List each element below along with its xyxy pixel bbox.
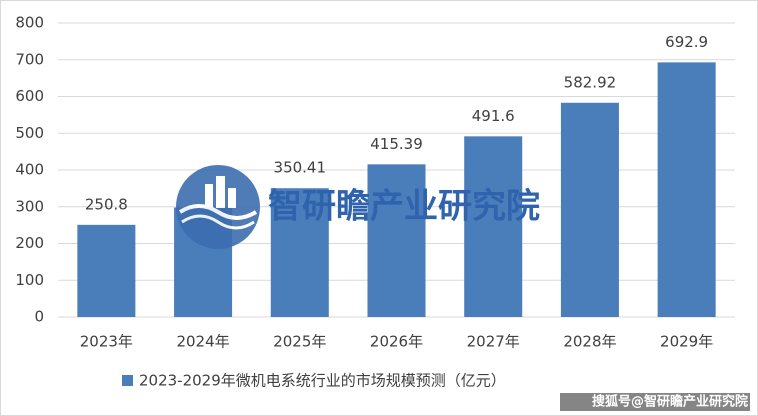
y-tick-label: 200: [15, 234, 44, 252]
value-label: 415.39: [370, 135, 423, 153]
x-tick-label: 2023年: [80, 333, 133, 351]
value-label: 582.92: [564, 73, 617, 91]
legend-swatch: [122, 375, 133, 386]
logo: [176, 165, 260, 249]
x-tick-label: 2024年: [176, 333, 229, 351]
watermark: 智研瞻产业研究院: [268, 187, 540, 227]
y-tick-label: 400: [15, 161, 44, 179]
bar: [367, 164, 426, 317]
x-tick-label: 2029年: [660, 333, 713, 351]
y-tick-label: 600: [15, 87, 44, 105]
x-tick-label: 2028年: [563, 333, 616, 351]
value-label: 692.9: [665, 33, 708, 51]
x-tick-label: 2026年: [370, 333, 423, 351]
x-tick-label: 2027年: [467, 333, 520, 351]
y-tick-label: 800: [15, 14, 44, 32]
bar: [560, 102, 619, 317]
y-tick-label: 100: [15, 271, 44, 289]
value-label: 250.8: [85, 195, 128, 213]
bar: [657, 62, 716, 317]
source-tag: 搜狐号@智研瞻产业研究院: [592, 394, 748, 410]
y-tick-label: 500: [15, 124, 44, 142]
value-label: 491.6: [472, 107, 515, 125]
bar: [464, 136, 523, 317]
x-tick-label: 2025年: [273, 333, 326, 351]
legend-label: 2023-2029年微机电系统行业的市场规模预测（亿元）: [139, 372, 506, 390]
y-tick-label: 300: [15, 197, 44, 215]
y-tick-label: 700: [15, 50, 44, 68]
y-tick-label: 0: [34, 308, 44, 326]
bar: [77, 224, 136, 317]
plot: 0 100 200 300 400 500 600 700 800 2023年 250.8 2024年…: [15, 14, 735, 390]
source-tag-bg: [560, 393, 750, 411]
value-label: 350.41: [274, 159, 327, 177]
bar: [270, 188, 329, 317]
